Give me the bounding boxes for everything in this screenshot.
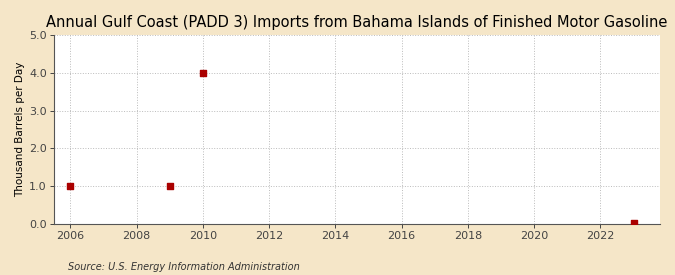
Y-axis label: Thousand Barrels per Day: Thousand Barrels per Day bbox=[15, 62, 25, 197]
Title: Annual Gulf Coast (PADD 3) Imports from Bahama Islands of Finished Motor Gasolin: Annual Gulf Coast (PADD 3) Imports from … bbox=[47, 15, 668, 30]
Point bbox=[65, 184, 76, 188]
Point bbox=[198, 71, 209, 75]
Point bbox=[628, 221, 639, 225]
Point bbox=[165, 184, 176, 188]
Text: Source: U.S. Energy Information Administration: Source: U.S. Energy Information Administ… bbox=[68, 262, 299, 272]
